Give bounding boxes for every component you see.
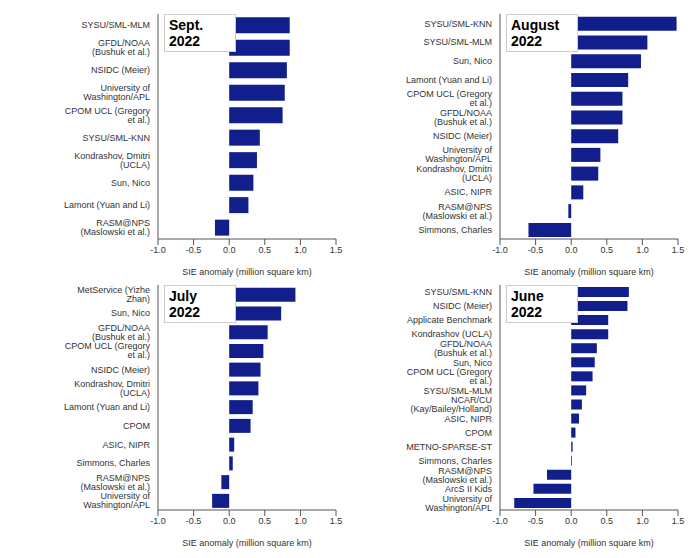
svg-text:NSIDC (Meier): NSIDC (Meier): [433, 131, 492, 141]
svg-text:0.5: 0.5: [601, 245, 614, 255]
svg-text:1.0: 1.0: [636, 245, 649, 255]
svg-text:RASM@NPS(Maslowski et al.): RASM@NPS(Maslowski et al.): [80, 473, 150, 492]
svg-text:-1.0: -1.0: [492, 245, 508, 255]
svg-text:ArcS II Kids: ArcS II Kids: [445, 484, 493, 494]
svg-text:Lamont (Yuan and Li): Lamont (Yuan and Li): [64, 402, 150, 412]
svg-text:0.0: 0.0: [565, 245, 578, 255]
svg-text:ASIC, NIPR: ASIC, NIPR: [102, 440, 150, 450]
html-text:July 2022: July 2022: [169, 288, 201, 320]
svg-text:1.0: 1.0: [636, 516, 649, 526]
svg-text:0.0: 0.0: [223, 516, 236, 526]
svg-text:University ofWashington/APL: University ofWashington/APL: [83, 491, 150, 510]
svg-text:CPOM UCL (Gregoryet al.): CPOM UCL (Gregoryet al.): [65, 106, 151, 125]
html-text:Sept. 2022: Sept. 2022: [169, 17, 204, 49]
svg-text:GFDL/NOAA(Bushuk et al.): GFDL/NOAA(Bushuk et al.): [434, 108, 492, 127]
svg-text:1.0: 1.0: [294, 245, 307, 255]
svg-text:-0.5: -0.5: [528, 516, 544, 526]
svg-text:Sun, Nico: Sun, Nico: [111, 308, 150, 318]
svg-text:METNO-SPARSE-ST: METNO-SPARSE-ST: [406, 442, 492, 452]
svg-text:Lamont (Yuan and Li): Lamont (Yuan and Li): [406, 75, 492, 85]
svg-text:University ofWashington/APL: University ofWashington/APL: [425, 145, 492, 164]
svg-text:SIE anomaly (million square km: SIE anomaly (million square km): [524, 267, 654, 277]
svg-text:University ofWashington/APL: University ofWashington/APL: [425, 494, 492, 513]
svg-text:SIE anomaly (million square km: SIE anomaly (million square km): [524, 538, 654, 548]
svg-text:CPOM UCL (Gregoryet al.): CPOM UCL (Gregoryet al.): [407, 89, 493, 108]
svg-text:ASIC, NIPR: ASIC, NIPR: [444, 187, 492, 197]
svg-text:RASM@NPS(Maslowski et al.): RASM@NPS(Maslowski et al.): [80, 218, 150, 237]
svg-text:SIE anomaly (million square km: SIE anomaly (million square km): [182, 538, 312, 548]
svg-text:GFDL/NOAA(Bushuk et al.): GFDL/NOAA(Bushuk et al.): [92, 38, 150, 57]
svg-text:NCAR/CU(Kay/Bailey/Holland): NCAR/CU(Kay/Bailey/Holland): [410, 395, 492, 414]
svg-text:Kondrashov (UCLA): Kondrashov (UCLA): [411, 329, 492, 339]
svg-text:-1.0: -1.0: [150, 516, 166, 526]
html-text:June 2022: June 2022: [511, 288, 544, 320]
svg-text:0.5: 0.5: [259, 245, 272, 255]
svg-text:Kondrashov, Dmitri(UCLA): Kondrashov, Dmitri(UCLA): [74, 379, 150, 398]
svg-text:Sun, Nico: Sun, Nico: [111, 178, 150, 188]
svg-text:NSIDC (Meier): NSIDC (Meier): [91, 65, 150, 75]
svg-text:Simmons, Charles: Simmons, Charles: [76, 458, 150, 468]
svg-text:SYSU/SML-KNN: SYSU/SML-KNN: [82, 133, 150, 143]
svg-text:Simmons, Charles: Simmons, Charles: [418, 225, 492, 235]
svg-text:CPOM UCL (Gregoryet al.): CPOM UCL (Gregoryet al.): [407, 367, 493, 386]
svg-text:0.0: 0.0: [565, 516, 578, 526]
svg-text:NSIDC (Meier): NSIDC (Meier): [433, 301, 492, 311]
svg-text:1.5: 1.5: [672, 245, 685, 255]
svg-text:CPOM: CPOM: [465, 428, 492, 438]
svg-text:-1.0: -1.0: [492, 516, 508, 526]
svg-text:NSIDC (Meier): NSIDC (Meier): [91, 365, 150, 375]
svg-text:RASM@NPS(Maslowski et al.): RASM@NPS(Maslowski et al.): [422, 202, 492, 221]
svg-text:Kondrashov, Dmitri(UCLA): Kondrashov, Dmitri(UCLA): [416, 164, 492, 183]
svg-text:0.5: 0.5: [601, 516, 614, 526]
svg-text:SYSU/SML-MLM: SYSU/SML-MLM: [423, 386, 492, 396]
svg-text:-0.5: -0.5: [528, 245, 544, 255]
svg-text:Kondrashov, Dmitri(UCLA): Kondrashov, Dmitri(UCLA): [74, 151, 150, 170]
svg-text:Lamont (Yuan and Li): Lamont (Yuan and Li): [64, 200, 150, 210]
svg-text:-0.5: -0.5: [186, 516, 202, 526]
svg-text:-1.0: -1.0: [150, 245, 166, 255]
svg-text:CPOM UCL (Gregoryet al.): CPOM UCL (Gregoryet al.): [65, 341, 151, 360]
svg-text:University ofWashington/APL: University ofWashington/APL: [83, 83, 150, 102]
svg-text:SYSU/SML-MLM: SYSU/SML-MLM: [81, 20, 150, 30]
svg-text:ASIC, NIPR: ASIC, NIPR: [444, 414, 492, 424]
svg-text:1.5: 1.5: [672, 516, 685, 526]
svg-text:0.0: 0.0: [223, 245, 236, 255]
html-text:August 2022: August 2022: [511, 17, 560, 49]
svg-text:1.0: 1.0: [294, 516, 307, 526]
svg-text:SYSU/SML-KNN: SYSU/SML-KNN: [424, 287, 492, 297]
svg-text:SYSU/SML-MLM: SYSU/SML-MLM: [423, 37, 492, 47]
svg-text:1.5: 1.5: [330, 516, 343, 526]
svg-text:CPOM: CPOM: [123, 421, 150, 431]
svg-text:Applicate Benchmark: Applicate Benchmark: [407, 315, 493, 325]
svg-text:0.5: 0.5: [259, 516, 272, 526]
svg-text:-0.5: -0.5: [186, 245, 202, 255]
svg-text:Simmons, Charles: Simmons, Charles: [418, 456, 492, 466]
svg-text:MetService (YizheZhan): MetService (YizheZhan): [77, 285, 150, 304]
svg-text:GFDL/NOAA(Bushuk et al.): GFDL/NOAA(Bushuk et al.): [434, 339, 492, 358]
svg-text:Sun, Nico: Sun, Nico: [453, 358, 492, 368]
svg-text:SIE anomaly (million square km: SIE anomaly (million square km): [182, 267, 312, 277]
svg-text:RASM@NPS(Maslowski et al.): RASM@NPS(Maslowski et al.): [422, 466, 492, 485]
svg-text:1.5: 1.5: [330, 245, 343, 255]
svg-text:GFDL/NOAA(Bushuk et al.): GFDL/NOAA(Bushuk et al.): [92, 323, 150, 342]
svg-text:SYSU/SML-KNN: SYSU/SML-KNN: [424, 19, 492, 29]
svg-text:Sun, Nico: Sun, Nico: [453, 56, 492, 66]
